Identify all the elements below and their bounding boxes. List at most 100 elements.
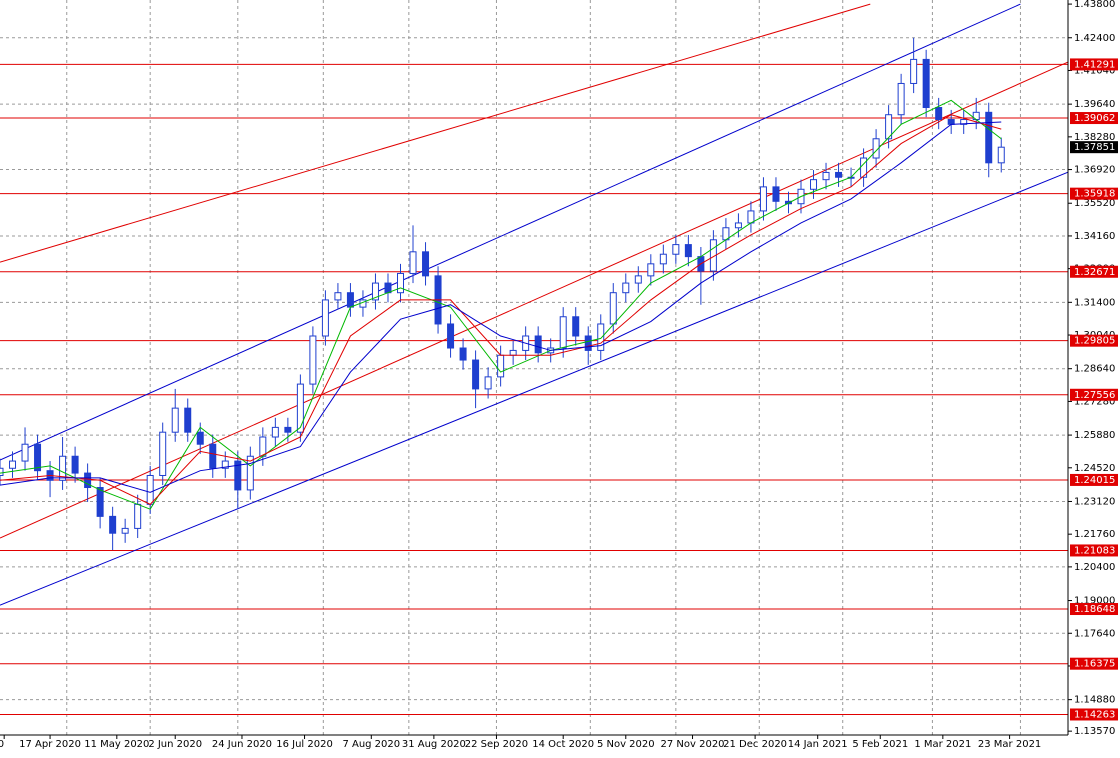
trendline <box>0 171 1069 606</box>
candle-body <box>672 244 680 255</box>
candle-body <box>9 460 17 469</box>
trendline <box>0 61 1069 539</box>
x-tick-label: 23 Mar 2021 <box>978 739 1041 750</box>
level-label: 1.35918 <box>1074 189 1115 200</box>
candle-body <box>346 292 354 308</box>
candle-body <box>472 359 480 390</box>
x-tick-label: 14 Jan 2021 <box>788 739 848 750</box>
y-tick-label: 1.17640 <box>1074 628 1115 639</box>
level-label-bg <box>1070 708 1118 721</box>
candle-body <box>84 472 92 489</box>
candle-body <box>997 146 1005 164</box>
candle-body <box>935 107 943 121</box>
candle-body <box>534 335 542 354</box>
level-label: 1.27556 <box>1074 390 1115 401</box>
candle-body <box>559 316 567 349</box>
y-tick-label: 1.38280 <box>1074 132 1115 143</box>
candle-body <box>0 467 4 476</box>
grid-layer <box>0 0 1068 735</box>
candle-body <box>947 119 955 125</box>
x-tick-label: 1 Mar 2021 <box>914 739 971 750</box>
level-label-bg <box>1070 388 1118 401</box>
candle-body <box>684 244 692 258</box>
x-tick-label: 27 Nov 2020 <box>661 739 725 750</box>
x-tick-label: 21 Dec 2020 <box>723 739 787 750</box>
level-label-bg <box>1070 657 1118 670</box>
y-tick-label: 1.13570 <box>1074 726 1115 737</box>
candle-body <box>284 426 292 433</box>
candle-body <box>334 292 342 301</box>
candle-body <box>71 455 79 474</box>
candle-body <box>397 272 404 294</box>
candle-body <box>597 323 605 351</box>
candle-body <box>196 431 204 445</box>
y-tick-label: 1.27280 <box>1074 396 1115 407</box>
candle-body <box>321 299 329 337</box>
candle-body <box>171 407 179 433</box>
x-tick-label: 16 Jul 2020 <box>276 739 333 750</box>
candle-body <box>885 114 893 140</box>
y-tick-label: 1.28640 <box>1074 364 1115 375</box>
x-tick-label: 14 Oct 2020 <box>532 739 594 750</box>
candle-body <box>897 82 905 116</box>
y-tick-label: 1.35520 <box>1074 198 1115 209</box>
plot-layer <box>0 3 1069 715</box>
current-price-bg <box>1070 141 1118 154</box>
candle-body <box>221 460 229 469</box>
y-tick-label: 1.14880 <box>1074 695 1115 706</box>
x-tick-label: 7 Aug 2020 <box>342 739 400 750</box>
candle-body <box>184 407 192 433</box>
candle-body <box>296 383 304 433</box>
candle-body <box>734 222 742 229</box>
level-label-bg <box>1070 265 1118 278</box>
candle-body <box>922 58 930 109</box>
x-tick-label: 24 Jun 2020 <box>212 739 272 750</box>
level-label: 1.39062 <box>1074 113 1115 124</box>
candle-body <box>960 119 968 125</box>
level-label: 1.16375 <box>1074 659 1115 670</box>
y-tick-label: 1.19000 <box>1074 596 1115 607</box>
level-label-bg <box>1070 473 1118 486</box>
candle-body <box>584 335 592 351</box>
level-label-bg <box>1070 187 1118 200</box>
x-tick-label: 2 Jun 2020 <box>148 739 202 750</box>
x-tick-label: 31 Aug 2020 <box>402 739 466 750</box>
candle-body <box>497 354 505 378</box>
candle-body <box>447 323 455 349</box>
candle-body <box>246 455 254 491</box>
y-tick-label: 1.34160 <box>1074 231 1115 242</box>
y-tick-label: 1.21760 <box>1074 529 1115 540</box>
candle-body <box>759 186 767 212</box>
candle-body <box>309 335 317 385</box>
y-tick-label: 1.39640 <box>1074 99 1115 110</box>
candle-body <box>146 474 154 505</box>
candle-body <box>872 138 880 159</box>
candle-body <box>96 487 104 517</box>
current-price-label: 1.37851 <box>1074 142 1115 153</box>
candle-body <box>747 210 755 224</box>
time-axis-bg <box>0 735 1120 758</box>
candle-body <box>209 443 217 469</box>
candle-body <box>784 200 792 205</box>
trendline <box>0 3 1021 461</box>
candle-body <box>622 282 630 294</box>
x-tick-label: 020 <box>0 739 4 750</box>
candle-body <box>509 349 517 356</box>
y-tick-label: 1.23120 <box>1074 496 1115 507</box>
candle-body <box>259 436 267 457</box>
x-tick-label: 5 Nov 2020 <box>597 739 655 750</box>
candle-body <box>459 347 467 361</box>
y-tick-label: 1.36920 <box>1074 165 1115 176</box>
x-tick-label: 17 Apr 2020 <box>19 739 81 750</box>
candle-body <box>21 443 29 462</box>
level-label-bg <box>1070 603 1118 616</box>
level-label-bg <box>1070 58 1118 71</box>
moving-average <box>0 114 1002 505</box>
y-tick-label: 1.42400 <box>1074 33 1115 44</box>
candle-body <box>371 282 379 301</box>
y-tick-label: 1.31400 <box>1074 297 1115 308</box>
x-tick-label: 11 May 2020 <box>84 739 149 750</box>
